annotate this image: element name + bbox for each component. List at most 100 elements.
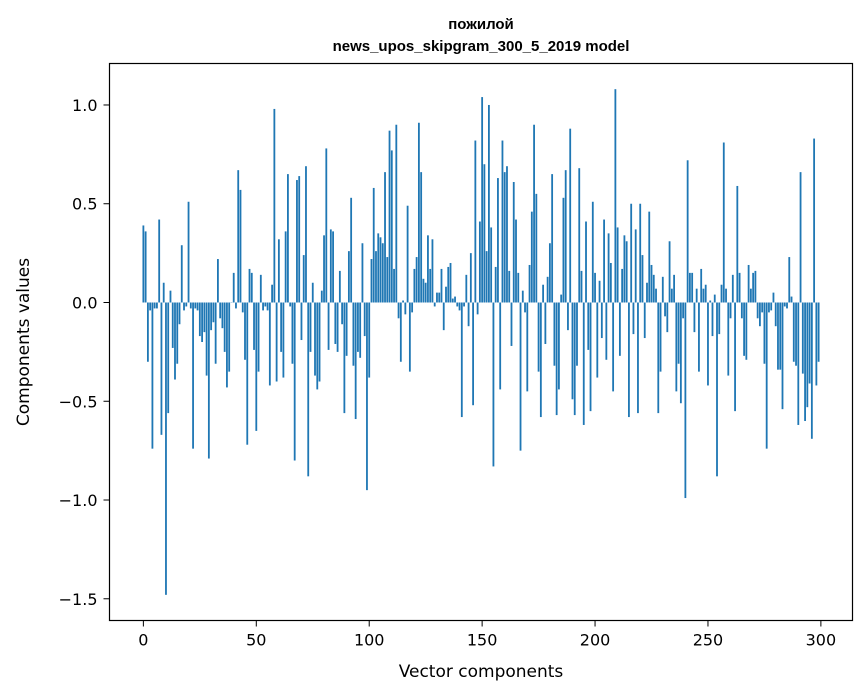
bar — [300, 302, 303, 341]
bar — [472, 302, 474, 406]
bar — [282, 302, 285, 378]
bar — [228, 302, 231, 372]
bar — [449, 262, 452, 303]
bar — [528, 264, 531, 303]
bar — [149, 302, 152, 311]
bar — [688, 272, 691, 303]
bar — [618, 302, 621, 356]
bar — [296, 180, 298, 303]
bar — [512, 182, 515, 303]
bar — [158, 219, 161, 303]
bar — [533, 124, 535, 303]
bar — [759, 302, 761, 327]
bar — [695, 288, 698, 303]
bar — [539, 302, 542, 418]
bar — [815, 302, 818, 386]
bar — [192, 302, 194, 449]
bar — [521, 290, 524, 303]
bar — [693, 302, 696, 333]
bar — [146, 302, 149, 362]
bar — [668, 241, 671, 303]
bar — [655, 288, 657, 303]
bar — [436, 292, 438, 303]
bar — [576, 302, 578, 366]
bar — [702, 288, 705, 303]
bar — [277, 239, 280, 303]
bar — [555, 302, 558, 416]
bar — [476, 302, 479, 315]
bar — [429, 268, 432, 303]
bar — [402, 300, 404, 303]
bar — [239, 189, 242, 303]
y-tick-label: 0.0 — [72, 293, 97, 312]
bar — [223, 302, 226, 352]
bar — [598, 280, 601, 303]
bar — [246, 302, 249, 445]
bar — [390, 150, 393, 303]
bar — [404, 302, 407, 315]
bar — [722, 142, 725, 303]
bar — [332, 231, 334, 303]
bar — [463, 302, 465, 307]
bar — [345, 302, 348, 356]
bar — [731, 274, 734, 303]
bar — [478, 221, 481, 303]
bar — [499, 302, 502, 390]
bar — [214, 302, 217, 364]
bar — [503, 172, 506, 303]
bar — [354, 302, 357, 420]
bar — [307, 302, 310, 477]
bar — [287, 174, 289, 303]
x-axis-label: Vector components — [399, 662, 564, 682]
bar — [682, 302, 685, 319]
bar — [573, 302, 576, 416]
bar — [783, 302, 786, 307]
bar — [309, 302, 312, 352]
x-tick-label: 300 — [806, 631, 837, 650]
bar — [684, 302, 687, 499]
bar — [458, 302, 461, 311]
bar — [605, 302, 608, 360]
bar — [797, 302, 800, 425]
bar — [291, 302, 294, 364]
bar — [205, 302, 208, 376]
bar — [517, 272, 520, 303]
bar — [765, 302, 768, 449]
bar — [185, 302, 188, 307]
bar — [361, 243, 364, 303]
bar — [386, 257, 389, 303]
bar — [763, 302, 766, 364]
bar — [634, 229, 637, 303]
bar — [558, 302, 560, 390]
bar — [153, 302, 156, 309]
bar — [454, 296, 456, 303]
bar — [440, 268, 443, 303]
bar — [379, 237, 382, 303]
bar — [594, 272, 596, 303]
bar — [488, 104, 490, 303]
bar — [587, 302, 590, 350]
bar — [560, 294, 563, 303]
bar — [591, 201, 594, 303]
bar — [616, 227, 619, 303]
bar — [537, 302, 540, 372]
bar — [614, 89, 617, 303]
bar — [357, 302, 359, 352]
bar — [298, 176, 301, 303]
bar — [325, 148, 328, 303]
bar — [370, 259, 373, 303]
bar — [311, 282, 314, 303]
bar — [327, 302, 330, 350]
bar — [711, 302, 714, 337]
bar — [424, 282, 427, 303]
bar — [756, 302, 759, 319]
bar — [314, 302, 316, 376]
bar — [408, 302, 411, 372]
bar — [336, 302, 339, 352]
bar — [156, 302, 158, 309]
y-tick-label: −1.5 — [59, 590, 98, 609]
bar — [632, 302, 635, 335]
bar — [589, 302, 592, 412]
bar — [677, 302, 680, 364]
bar — [700, 268, 703, 303]
